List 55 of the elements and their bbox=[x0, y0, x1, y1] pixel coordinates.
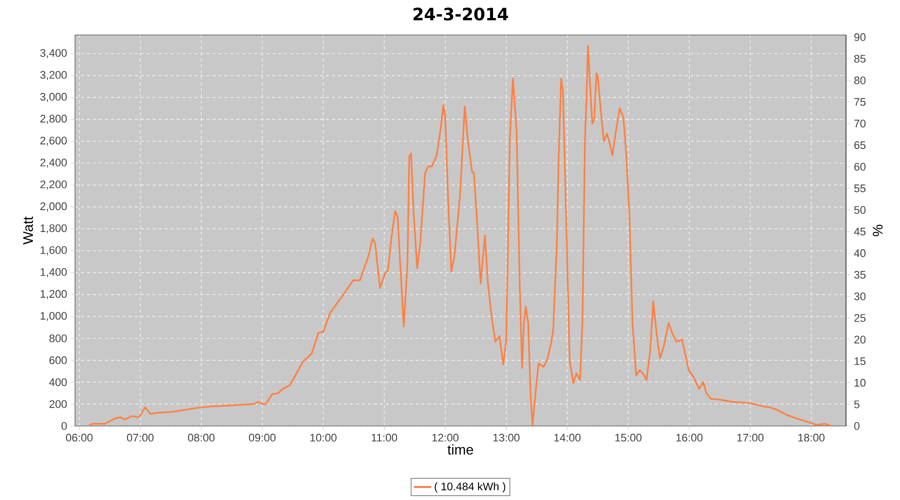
x-tick-label: 10:00 bbox=[310, 434, 337, 442]
y-tick-label: 2,600 bbox=[40, 136, 67, 146]
legend-label: ( 10.484 kWh ) bbox=[434, 482, 506, 492]
chart-title: 24-3-2014 bbox=[414, 8, 508, 20]
y-tick-label: 2,400 bbox=[40, 158, 67, 168]
y-tick-label: 3,000 bbox=[40, 92, 67, 102]
y-tick-label: 3,200 bbox=[40, 71, 67, 80]
y2-tick-label: 5 bbox=[854, 400, 860, 408]
x-tick-label: 14:00 bbox=[554, 434, 581, 442]
y2-tick-label: 65 bbox=[854, 141, 866, 150]
y-tick-label: 1,200 bbox=[40, 290, 67, 300]
y2-tick-label: 10 bbox=[854, 378, 866, 387]
x-tick-label: 07:00 bbox=[126, 434, 154, 442]
x-tick-label: 11:00 bbox=[372, 434, 398, 442]
y-tick-label: 2,000 bbox=[40, 202, 67, 212]
x-axis-title: time bbox=[448, 444, 474, 455]
y2-tick-label: 0 bbox=[854, 422, 860, 430]
y-axis-title: Watt bbox=[23, 216, 33, 245]
y-tick-label: 1,400 bbox=[40, 268, 67, 278]
x-tick-label: 16:00 bbox=[676, 434, 703, 442]
y2-axis-title: % bbox=[872, 224, 883, 236]
y-tick-label: 400 bbox=[49, 378, 67, 386]
y-tick-label: 1,800 bbox=[40, 224, 67, 234]
y2-tick-label: 20 bbox=[854, 336, 866, 344]
y-tick-label: 800 bbox=[49, 334, 67, 342]
x-tick-label: 17:00 bbox=[737, 434, 764, 442]
y-tick-label: 2,800 bbox=[40, 114, 67, 124]
y-tick-label: 1,000 bbox=[40, 312, 67, 322]
x-tick-label: 06:00 bbox=[66, 434, 93, 442]
y-tick-label: 0 bbox=[62, 422, 67, 430]
y2-tick-label: 45 bbox=[854, 228, 866, 236]
x-tick-label: 13:00 bbox=[493, 434, 520, 442]
y-tick-label: 1,600 bbox=[40, 246, 67, 256]
y2-tick-label: 70 bbox=[854, 120, 866, 128]
y2-tick-label: 50 bbox=[854, 206, 866, 214]
y2-tick-label: 90 bbox=[854, 33, 866, 42]
y-tick-label: 2,200 bbox=[40, 180, 67, 190]
y2-tick-label: 30 bbox=[854, 292, 866, 300]
y2-tick-label: 80 bbox=[854, 76, 866, 84]
y2-tick-label: 85 bbox=[854, 54, 866, 63]
y2-tick-label: 15 bbox=[854, 357, 866, 366]
y2-tick-label: 75 bbox=[854, 98, 866, 106]
y2-tick-label: 35 bbox=[854, 270, 866, 279]
y2-tick-label: 25 bbox=[854, 314, 866, 322]
x-tick-label: 18:00 bbox=[798, 434, 825, 442]
y-tick-label: 200 bbox=[49, 400, 67, 408]
x-tick-label: 08:00 bbox=[188, 434, 215, 442]
y2-tick-label: 55 bbox=[854, 184, 866, 192]
x-tick-label: 15:00 bbox=[615, 434, 642, 442]
y2-tick-label: 40 bbox=[854, 249, 866, 258]
y-tick-label: 3,400 bbox=[40, 49, 67, 58]
x-tick-label: 12:00 bbox=[432, 434, 459, 442]
y-tick-label: 600 bbox=[50, 356, 67, 364]
y2-tick-label: 60 bbox=[854, 162, 866, 171]
x-tick-label: 09:00 bbox=[248, 434, 276, 442]
